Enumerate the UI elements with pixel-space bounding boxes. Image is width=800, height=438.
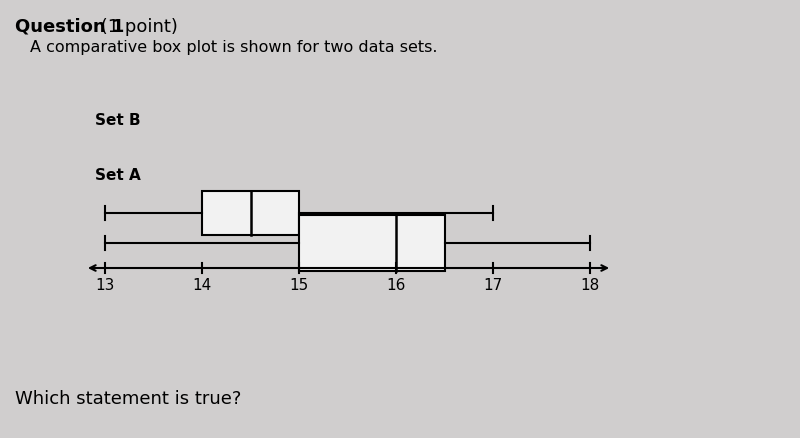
Bar — [299, 215, 445, 271]
Text: Question 1: Question 1 — [15, 18, 124, 36]
Text: 16: 16 — [386, 278, 406, 293]
Text: 14: 14 — [192, 278, 212, 293]
Bar — [202, 191, 299, 235]
Text: 13: 13 — [95, 278, 114, 293]
Text: (1 point): (1 point) — [95, 18, 178, 36]
Text: 15: 15 — [290, 278, 309, 293]
Text: Set A: Set A — [95, 168, 141, 183]
Text: 17: 17 — [483, 278, 502, 293]
Text: A comparative box plot is shown for two data sets.: A comparative box plot is shown for two … — [30, 40, 438, 55]
Text: Set B: Set B — [95, 113, 141, 128]
Text: 18: 18 — [580, 278, 600, 293]
Text: Which statement is true?: Which statement is true? — [15, 390, 242, 408]
